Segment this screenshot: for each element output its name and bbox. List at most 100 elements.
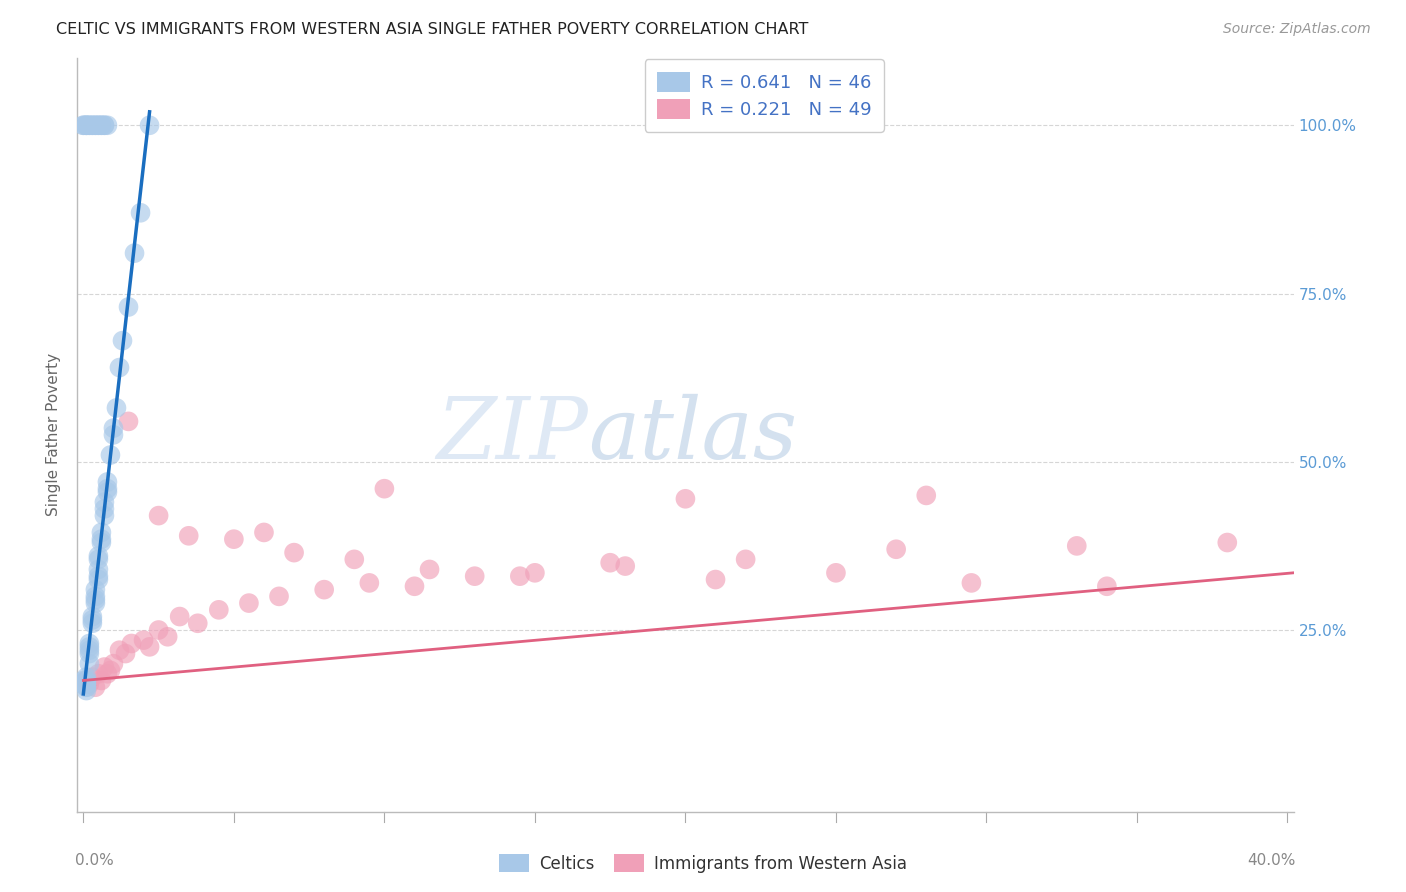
Point bbox=[82, 609, 104, 624]
Point bbox=[84, 582, 107, 597]
Point bbox=[79, 643, 101, 657]
Point bbox=[82, 118, 104, 132]
Point bbox=[82, 670, 104, 684]
Point bbox=[734, 552, 756, 566]
Point bbox=[187, 616, 209, 631]
Point bbox=[87, 118, 110, 132]
Point bbox=[114, 647, 136, 661]
Point bbox=[93, 660, 115, 674]
Point bbox=[90, 118, 112, 132]
Text: 0.0%: 0.0% bbox=[75, 853, 114, 868]
Point bbox=[72, 118, 94, 132]
Point bbox=[960, 575, 983, 590]
Point bbox=[87, 562, 110, 576]
Point bbox=[79, 677, 101, 691]
Point bbox=[915, 488, 938, 502]
Point bbox=[117, 300, 139, 314]
Point bbox=[156, 630, 179, 644]
Point bbox=[222, 532, 245, 546]
Text: ZIP: ZIP bbox=[436, 393, 588, 476]
Legend: R = 0.641   N = 46, R = 0.221   N = 49: R = 0.641 N = 46, R = 0.221 N = 49 bbox=[645, 60, 884, 132]
Point bbox=[75, 673, 97, 688]
Point bbox=[84, 590, 107, 604]
Point bbox=[132, 633, 155, 648]
Point bbox=[72, 118, 94, 132]
Point bbox=[96, 118, 118, 132]
Point bbox=[314, 582, 336, 597]
Point bbox=[283, 546, 305, 560]
Point bbox=[90, 525, 112, 540]
Point bbox=[100, 448, 122, 462]
Point bbox=[90, 532, 112, 546]
Point bbox=[1066, 539, 1088, 553]
Point bbox=[96, 666, 118, 681]
Point bbox=[93, 118, 115, 132]
Point bbox=[75, 673, 97, 688]
Point bbox=[121, 636, 143, 650]
Point bbox=[75, 118, 97, 132]
Point bbox=[359, 575, 381, 590]
Point bbox=[108, 360, 131, 375]
Point bbox=[464, 569, 486, 583]
Point bbox=[373, 482, 395, 496]
Text: Source: ZipAtlas.com: Source: ZipAtlas.com bbox=[1223, 22, 1371, 37]
Point bbox=[79, 118, 101, 132]
Point bbox=[96, 475, 118, 489]
Point bbox=[96, 485, 118, 500]
Point bbox=[825, 566, 848, 580]
Point bbox=[138, 118, 160, 132]
Point bbox=[117, 414, 139, 428]
Point bbox=[675, 491, 697, 506]
Text: 40.0%: 40.0% bbox=[1247, 853, 1296, 868]
Point bbox=[103, 428, 125, 442]
Point bbox=[704, 573, 727, 587]
Point bbox=[87, 573, 110, 587]
Point bbox=[75, 118, 97, 132]
Point bbox=[103, 421, 125, 435]
Point bbox=[96, 482, 118, 496]
Point bbox=[87, 552, 110, 566]
Point bbox=[100, 664, 122, 678]
Point bbox=[1095, 579, 1118, 593]
Point bbox=[87, 666, 110, 681]
Point bbox=[93, 495, 115, 509]
Point bbox=[509, 569, 531, 583]
Text: atlas: atlas bbox=[588, 393, 797, 476]
Point bbox=[238, 596, 260, 610]
Point bbox=[267, 590, 290, 604]
Point bbox=[75, 677, 97, 691]
Point bbox=[82, 613, 104, 627]
Point bbox=[523, 566, 546, 580]
Point bbox=[148, 623, 170, 637]
Point bbox=[82, 616, 104, 631]
Point bbox=[111, 334, 134, 348]
Point bbox=[1216, 535, 1239, 549]
Point bbox=[93, 118, 115, 132]
Point bbox=[84, 592, 107, 607]
Point bbox=[343, 552, 366, 566]
Point bbox=[75, 680, 97, 694]
Point bbox=[79, 657, 101, 671]
Point bbox=[84, 118, 107, 132]
Point bbox=[79, 647, 101, 661]
Point bbox=[614, 559, 637, 574]
Point bbox=[84, 596, 107, 610]
Point bbox=[79, 118, 101, 132]
Point bbox=[82, 118, 104, 132]
Point bbox=[90, 118, 112, 132]
Point bbox=[404, 579, 426, 593]
Point bbox=[75, 680, 97, 694]
Y-axis label: Single Father Poverty: Single Father Poverty bbox=[46, 353, 62, 516]
Point bbox=[105, 401, 128, 415]
Point bbox=[138, 640, 160, 654]
Point bbox=[75, 670, 97, 684]
Point bbox=[93, 508, 115, 523]
Point bbox=[87, 569, 110, 583]
Point bbox=[124, 246, 146, 260]
Point bbox=[419, 562, 441, 576]
Point bbox=[75, 673, 97, 688]
Point bbox=[208, 603, 231, 617]
Point bbox=[148, 508, 170, 523]
Point bbox=[72, 677, 94, 691]
Point bbox=[87, 549, 110, 563]
